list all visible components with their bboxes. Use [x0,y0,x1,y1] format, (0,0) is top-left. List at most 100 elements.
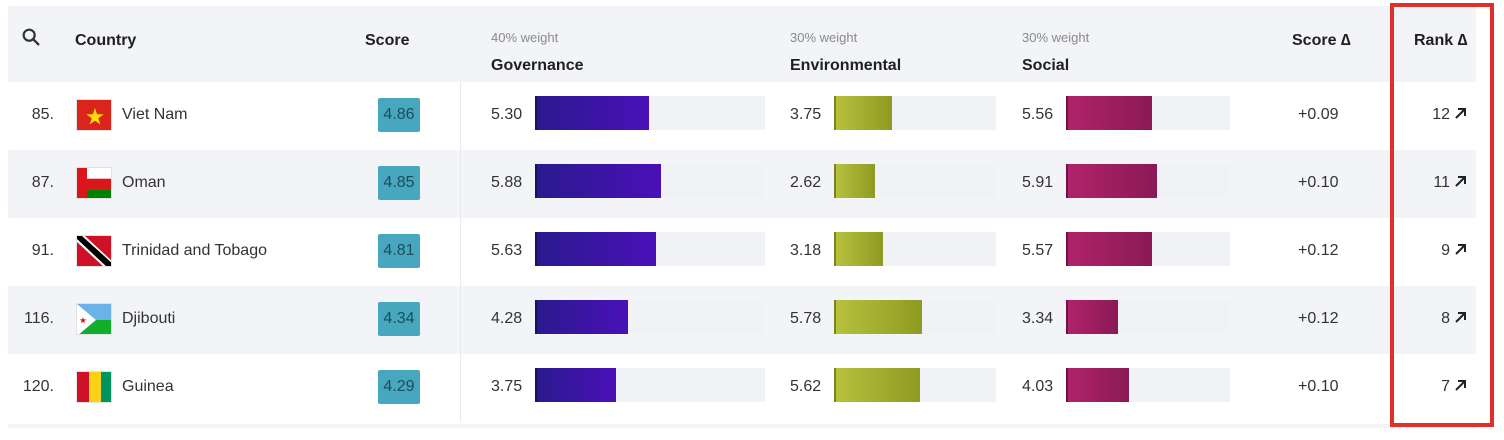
governance-bar [535,300,628,334]
header-score[interactable]: Score [365,32,410,49]
score-badge: 4.86 [378,98,420,132]
environmental-value: 5.78 [790,310,822,327]
guinea-flag-icon [76,371,112,403]
score-delta: +0.10 [1298,378,1339,395]
score-badge: 4.29 [378,370,420,404]
table-row[interactable]: 91. Trinidad and Tobago 4.81 5.63 3.18 5.57 +0… [8,218,1476,286]
environmental-value: 2.62 [790,174,822,191]
rank-number: 91. [31,242,54,259]
country-name[interactable]: Oman [122,174,166,191]
trinidad-flag-icon [76,235,112,267]
governance-bar-track [535,164,765,198]
social-weight: 30% weight [1022,30,1090,45]
rank-delta: 11 [1408,174,1468,193]
social-bar [1066,300,1118,334]
environmental-bar-track [834,368,996,402]
governance-bar-track [535,232,765,266]
score-delta: +0.12 [1298,242,1339,259]
table-row[interactable]: 120. Guinea 4.29 3.75 5.62 4.03 +0.10 7 [8,354,1476,422]
social-value: 3.34 [1022,310,1054,327]
rank-delta-highlight [1390,3,1494,427]
environmental-weight: 30% weight [790,30,858,45]
rank-number: 116. [24,310,54,327]
country-name[interactable]: Viet Nam [122,106,188,123]
social-value: 5.57 [1022,242,1054,259]
country-name[interactable]: Guinea [122,378,174,395]
governance-weight: 40% weight [491,30,559,45]
rank-number: 85. [31,106,54,123]
table-header: Country Score 40% weight Governance 30% … [8,6,1476,82]
rank-delta: 9 [1408,242,1468,261]
score-delta: +0.12 [1298,310,1339,327]
social-bar-track [1066,232,1230,266]
rank-delta: 12 [1408,106,1468,125]
social-bar [1066,164,1157,198]
score-badge: 4.34 [378,302,420,336]
column-divider [460,286,461,354]
header-score-delta[interactable]: Score ∆ [1292,32,1351,49]
table-row[interactable]: 85. Viet Nam 4.86 5.30 3.75 5.56 +0.09 12 [8,82,1476,150]
rank-delta-value: 7 [1441,378,1450,395]
rank-delta-value: 8 [1441,310,1450,327]
rank-delta-value: 12 [1432,106,1450,123]
social-bar [1066,232,1152,266]
governance-value: 3.75 [491,378,523,395]
environmental-value: 3.75 [790,106,822,123]
column-divider [460,82,461,150]
governance-value: 4.28 [491,310,523,327]
search-icon[interactable] [20,26,42,48]
score-badge: 4.81 [378,234,420,268]
score-badge: 4.85 [378,166,420,200]
governance-bar [535,368,616,402]
environmental-bar-track [834,232,996,266]
country-name[interactable]: Djibouti [122,310,176,327]
country-name[interactable]: Trinidad and Tobago [122,242,267,259]
social-bar-track [1066,300,1230,334]
header-rank-delta[interactable]: Rank ∆ [1414,32,1468,49]
rank-delta-value: 11 [1433,174,1450,191]
governance-bar-track [535,96,765,130]
vietnam-flag-icon [76,99,112,131]
environmental-value: 5.62 [790,378,822,395]
environmental-bar-track [834,164,996,198]
social-value: 5.91 [1022,174,1054,191]
governance-value: 5.63 [491,242,523,259]
governance-bar [535,164,661,198]
header-country[interactable]: Country [75,32,137,49]
arrow-up-right-icon [1454,106,1468,125]
social-value: 5.56 [1022,106,1054,123]
social-bar-track [1066,164,1230,198]
header-governance[interactable]: Governance [491,57,584,74]
environmental-bar-track [834,96,996,130]
table-row[interactable]: 87. Oman 4.85 5.88 2.62 5.91 +0.10 11 [8,150,1476,218]
score-delta: +0.09 [1298,106,1339,123]
governance-value: 5.30 [491,106,523,123]
governance-bar-track [535,368,765,402]
governance-bar-track [535,300,765,334]
arrow-up-right-icon [1454,378,1468,397]
table-row[interactable]: 116. Djibouti 4.34 4.28 5.78 3.34 +0.12 8 [8,286,1476,354]
djibouti-flag-icon [76,303,112,335]
column-divider [460,150,461,218]
table-bottom-border [8,424,1476,428]
rank-number: 87. [31,174,54,191]
social-value: 4.03 [1022,378,1054,395]
environmental-bar [834,232,883,266]
social-bar [1066,368,1129,402]
social-bar-track [1066,96,1230,130]
score-delta: +0.10 [1298,174,1339,191]
environmental-value: 3.18 [790,242,822,259]
governance-bar [535,232,656,266]
arrow-up-right-icon [1454,310,1468,329]
rank-number: 120. [22,378,54,395]
environmental-bar [834,300,922,334]
header-social[interactable]: Social [1022,57,1070,74]
arrow-up-right-icon [1454,174,1468,193]
column-divider [460,218,461,286]
column-divider [460,354,461,422]
environmental-bar [834,368,920,402]
rank-delta: 8 [1408,310,1468,329]
header-environmental[interactable]: Environmental [790,57,902,74]
arrow-up-right-icon [1454,242,1468,261]
